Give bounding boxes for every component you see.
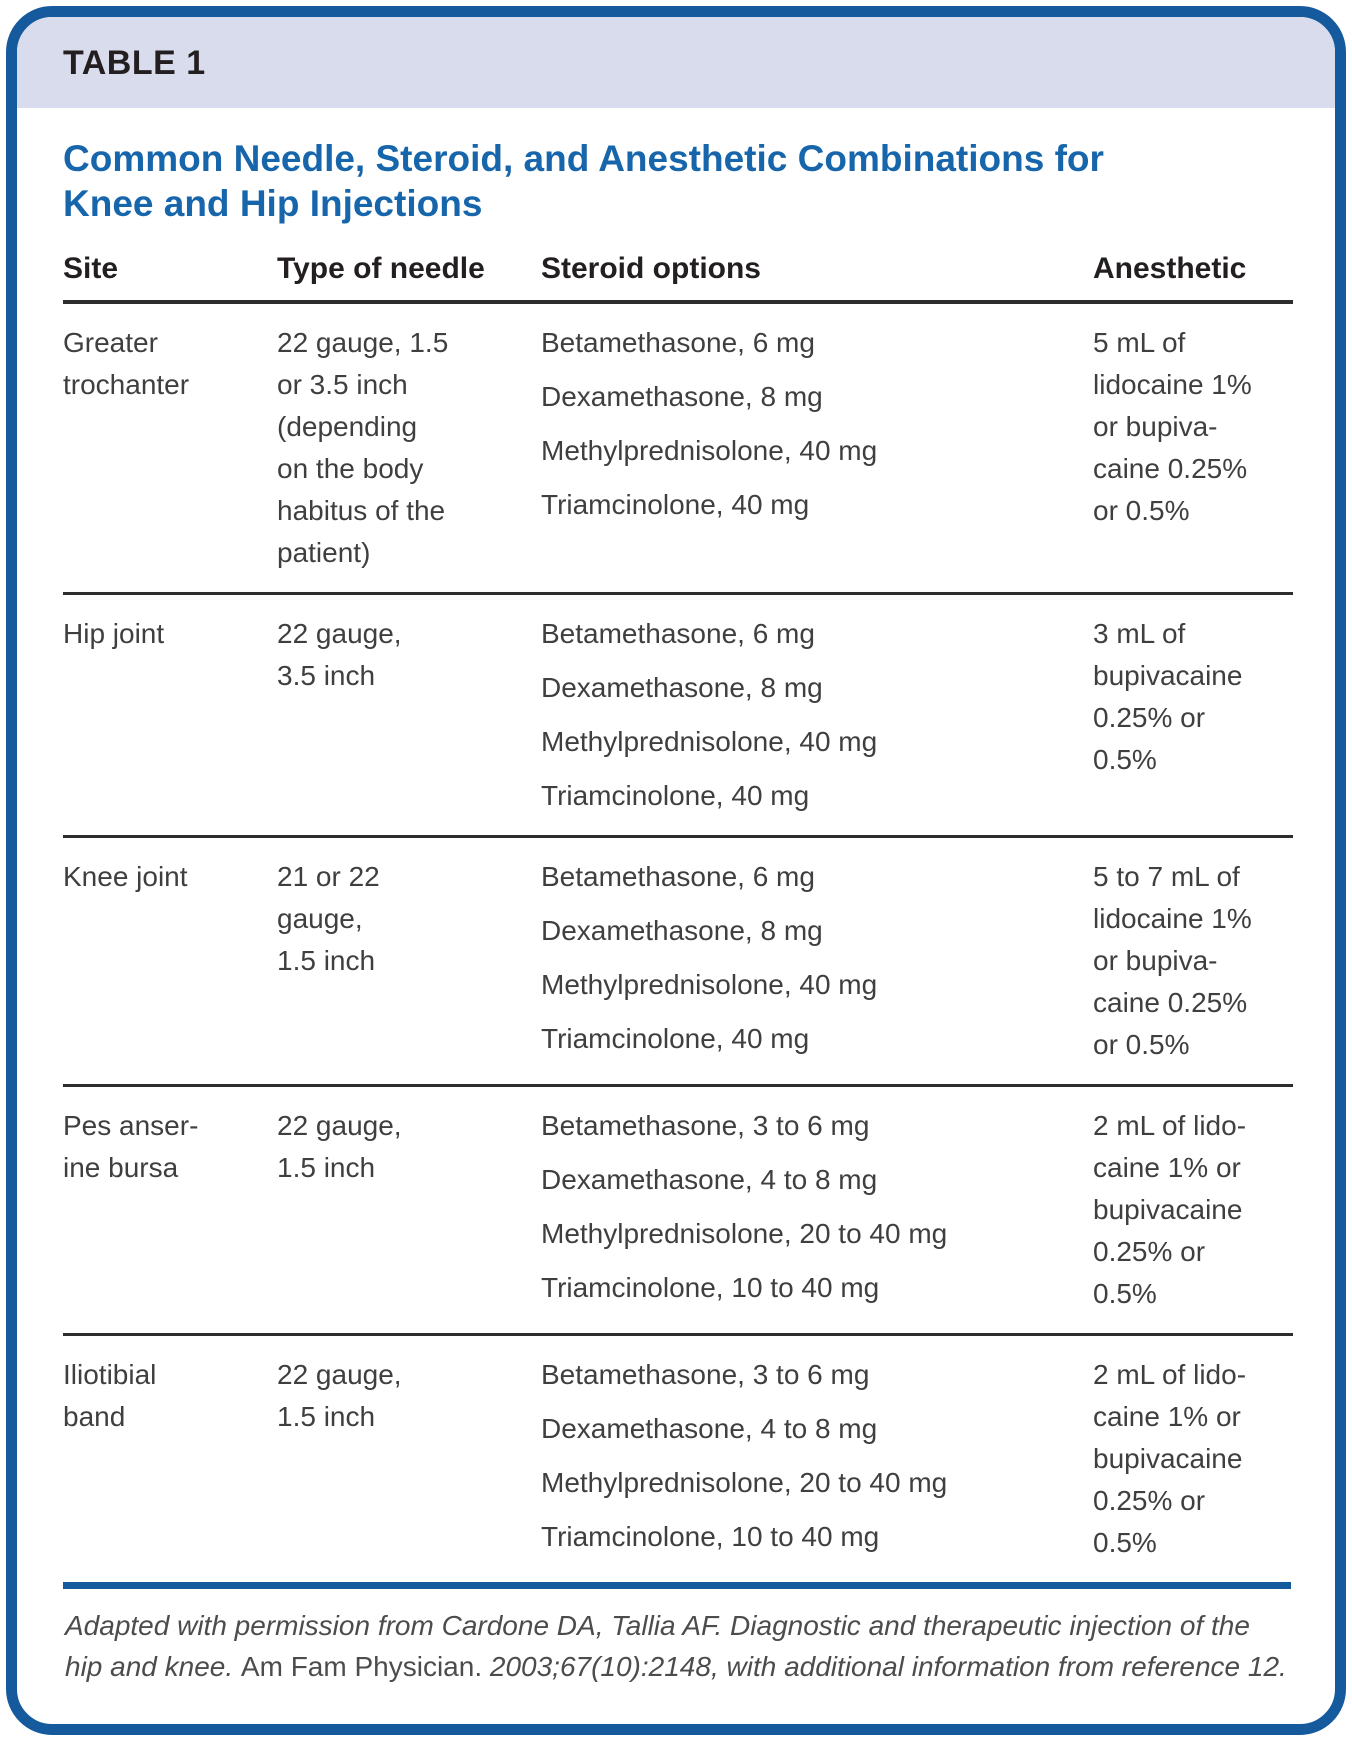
column-header-needle: Type of needle [277,252,541,305]
table-row: Pes anser- ine bursa 22 gauge, 1.5 inch … [63,1084,1293,1335]
footnote: Adapted with permission from Cardone DA,… [65,1605,1289,1687]
footnote-italic-tail: 2003;67(10):2148, with additional inform… [489,1651,1287,1683]
steroid-cell: Betamethasone, 6 mg Dexamethasone, 8 mg … [541,302,1093,594]
table-content: Common Needle, Steroid, and Anesthetic C… [17,108,1335,1724]
anesthetic-cell: 5 to 7 mL of lidocaine 1% or bupiva- cai… [1093,835,1293,1086]
steroid-option: Betamethasone, 6 mg [541,861,815,893]
steroid-option: Triamcinolone, 40 mg [541,1023,810,1055]
table-label: TABLE 1 [63,44,206,82]
header-row: Site Type of needle Steroid options Anes… [63,252,1293,305]
column-header-anesthetic: Anesthetic [1093,252,1293,305]
steroid-option: Methylprednisolone, 20 to 40 mg [541,1467,948,1499]
site-cell: Knee joint [63,835,277,1086]
steroid-option: Triamcinolone, 40 mg [541,780,810,812]
steroid-option: Methylprednisolone, 40 mg [541,726,878,758]
steroid-option: Betamethasone, 3 to 6 mg [541,1110,870,1142]
steroid-option: Methylprednisolone, 40 mg [541,435,878,467]
steroid-cell: Betamethasone, 3 to 6 mg Dexamethasone, … [541,1333,1093,1583]
steroid-option: Betamethasone, 6 mg [541,618,815,650]
steroid-cell: Betamethasone, 6 mg Dexamethasone, 8 mg … [541,835,1093,1086]
steroid-cell: Betamethasone, 6 mg Dexamethasone, 8 mg … [541,592,1093,837]
site-cell: Pes anser- ine bursa [63,1084,277,1335]
site-cell: Iliotibial band [63,1333,277,1583]
table-row: Knee joint 21 or 22 gauge, 1.5 inch Beta… [63,835,1293,1086]
steroid-option: Dexamethasone, 4 to 8 mg [541,1413,878,1445]
anesthetic-cell: 5 mL of lidocaine 1% or bupiva- caine 0.… [1093,327,1252,527]
needle-cell: 21 or 22 gauge, 1.5 inch [277,835,541,1086]
footnote-journal-name: Am Fam Physician. [240,1651,490,1683]
table-label-band: TABLE 1 [17,17,1335,108]
needle-cell: 22 gauge, 1.5 inch [277,1084,541,1335]
steroid-option: Methylprednisolone, 20 to 40 mg [541,1218,948,1250]
steroid-option: Triamcinolone, 10 to 40 mg [541,1521,880,1553]
steroid-option: Dexamethasone, 8 mg [541,672,823,704]
site-cell: Greater trochanter [63,327,190,401]
anesthetic-cell: 2 mL of lido- caine 1% or bupivacaine 0.… [1093,1333,1293,1583]
table-frame: TABLE 1 Common Needle, Steroid, and Anes… [6,6,1346,1735]
table-row: Hip joint 22 gauge, 3.5 inch Betamethaso… [63,592,1293,837]
steroid-option: Dexamethasone, 4 to 8 mg [541,1164,878,1196]
steroid-option: Betamethasone, 6 mg [541,327,815,359]
anesthetic-cell: 3 mL of bupivacaine 0.25% or 0.5% [1093,592,1293,837]
needle-cell: 22 gauge, 1.5 inch [277,1333,541,1583]
needle-cell: 22 gauge, 1.5 or 3.5 inch (depending on … [277,327,449,569]
injection-combinations-table: Site Type of needle Steroid options Anes… [63,252,1293,1583]
footnote-italic-lead: Adapted with permission from Cardone DA,… [65,1610,1250,1683]
steroid-option: Triamcinolone, 40 mg [541,489,810,521]
column-header-site: Site [63,252,277,305]
anesthetic-cell: 2 mL of lido- caine 1% or bupivacaine 0.… [1093,1084,1293,1335]
steroid-option: Betamethasone, 3 to 6 mg [541,1359,870,1391]
table-title: Common Needle, Steroid, and Anesthetic C… [63,138,1104,225]
table-row: Greater trochanter 22 gauge, 1.5 or 3.5 … [63,302,1293,594]
steroid-cell: Betamethasone, 3 to 6 mg Dexamethasone, … [541,1084,1093,1335]
steroid-option: Dexamethasone, 8 mg [541,915,823,947]
steroid-option: Dexamethasone, 8 mg [541,381,823,413]
needle-cell: 22 gauge, 3.5 inch [277,592,541,837]
column-header-steroid: Steroid options [541,252,1093,305]
table-row: Iliotibial band 22 gauge, 1.5 inch Betam… [63,1333,1293,1583]
site-cell: Hip joint [63,592,277,837]
steroid-option: Methylprednisolone, 40 mg [541,969,878,1001]
footnote-divider-rule [63,1582,1291,1590]
steroid-option: Triamcinolone, 10 to 40 mg [541,1272,880,1304]
